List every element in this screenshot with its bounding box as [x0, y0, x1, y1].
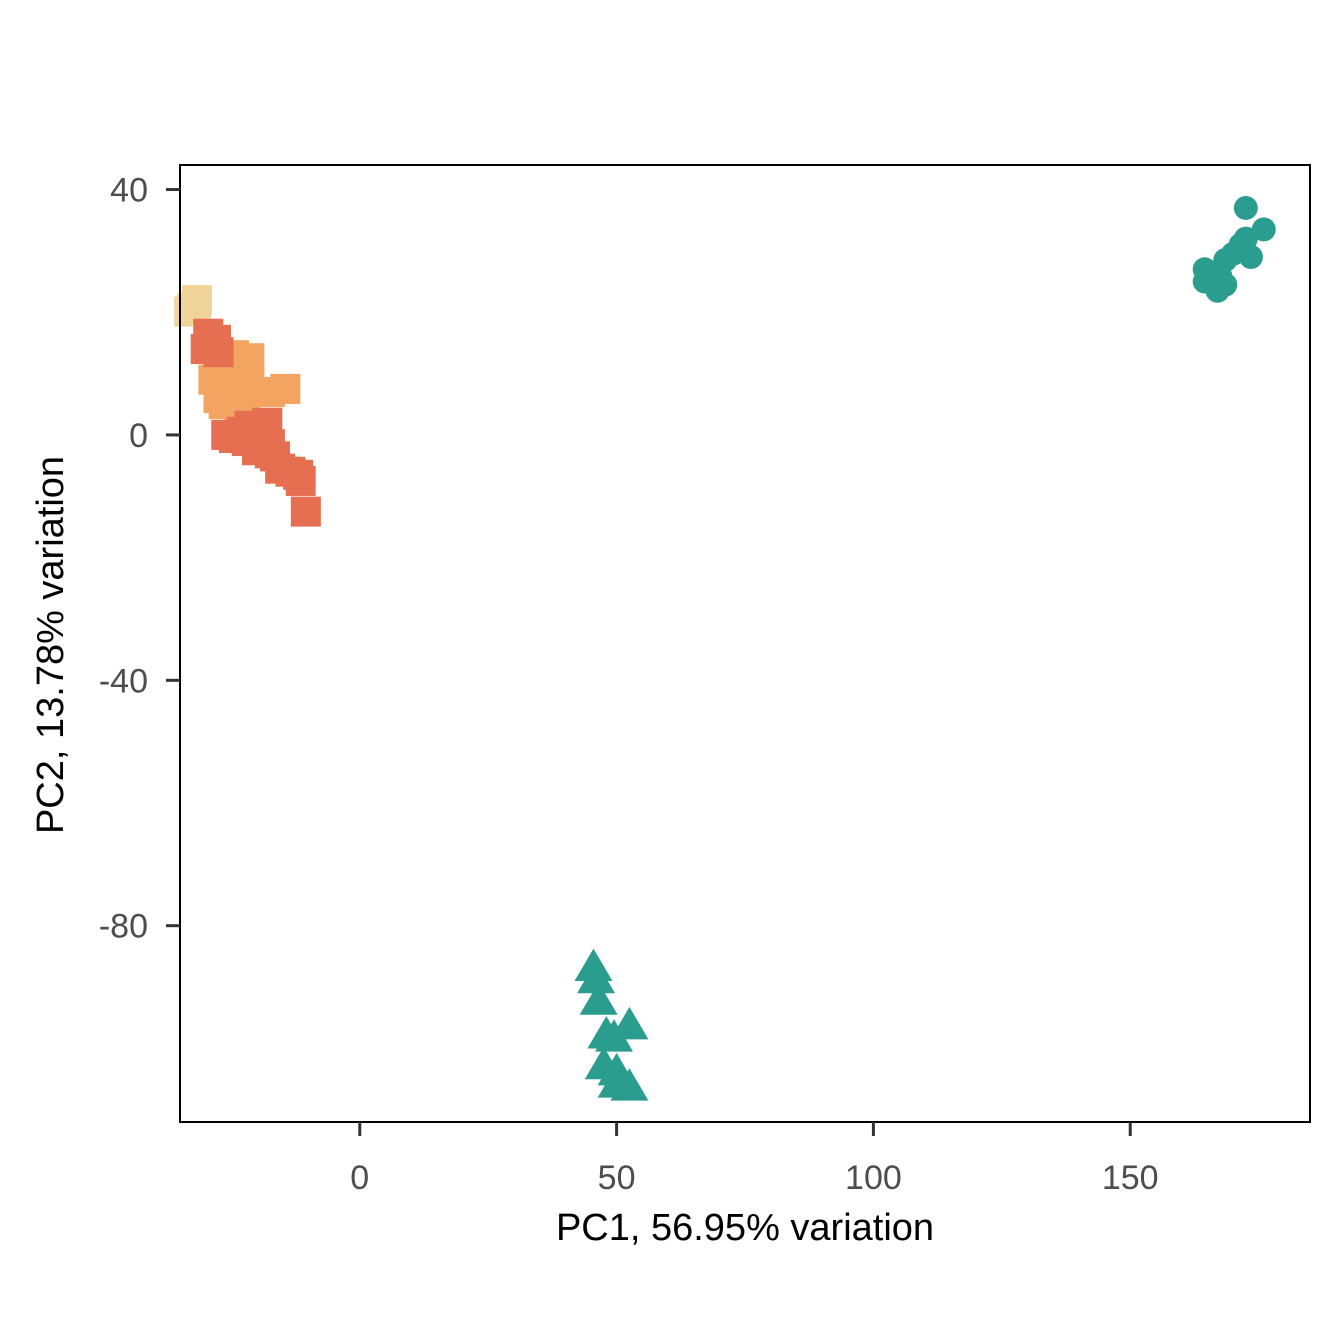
x-tick-label: 150 [1102, 1159, 1159, 1197]
y-tick-label: -80 [99, 908, 148, 946]
data-point-square [283, 459, 314, 490]
points-layer [174, 195, 1276, 1101]
plot-panel-border [179, 164, 1311, 1123]
y-tick-label: 40 [110, 172, 148, 210]
x-tick-label: 100 [845, 1159, 902, 1197]
data-point-square [290, 496, 321, 527]
y-tick-label: -40 [99, 662, 148, 700]
data-point-circle [1205, 278, 1230, 303]
data-point-circle [1233, 195, 1258, 220]
x-tick-label: 0 [350, 1159, 369, 1197]
data-point-triangle [579, 982, 618, 1015]
data-point-square [254, 376, 285, 407]
data-point-triangle [597, 1065, 636, 1098]
data-point-square [254, 438, 285, 469]
data-point-circle [1220, 241, 1245, 266]
x-tick-label: 50 [598, 1159, 636, 1197]
y-tick-label: 0 [129, 417, 148, 455]
data-point-circle [1238, 245, 1263, 270]
x-axis-title: PC1, 56.95% variation [556, 1207, 934, 1249]
y-axis-title: PC2, 13.78% variation [30, 456, 72, 834]
data-point-circle [1251, 217, 1276, 242]
data-point-square [203, 337, 234, 368]
data-point-triangle [595, 1019, 634, 1052]
x-axis: 0 50 100 150 [350, 1122, 1159, 1197]
data-point-square [211, 419, 242, 450]
y-axis: 40 0 -40 -80 [99, 172, 180, 946]
data-point-triangle [577, 960, 616, 994]
